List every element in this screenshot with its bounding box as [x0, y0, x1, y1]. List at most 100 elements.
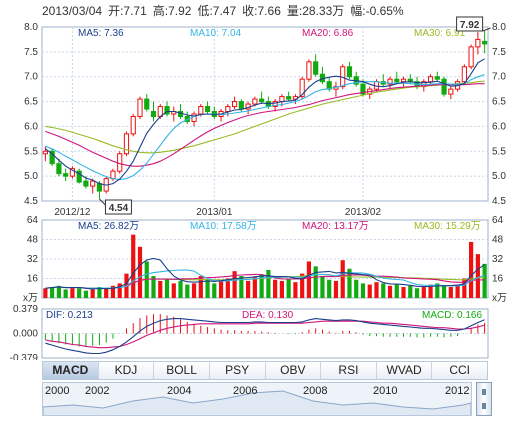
- candle-body: [252, 98, 258, 105]
- timeline-range-handle[interactable]: [476, 382, 492, 416]
- macd-pane: [41, 308, 489, 359]
- candle-body: [360, 83, 366, 95]
- volume-tick-label: 16: [27, 274, 39, 285]
- volume-bar: [428, 284, 433, 298]
- volume-bar: [83, 290, 89, 298]
- tab-macd[interactable]: MACD: [43, 362, 99, 379]
- macd-tick-label: 0.379: [13, 304, 38, 315]
- candle-body: [461, 66, 467, 83]
- price-legend-item: MA20: 6.86: [302, 28, 354, 39]
- volume-bar: [441, 285, 447, 298]
- quote-close: 收:7.66: [242, 4, 281, 18]
- quote-open: 开:7.71: [108, 4, 147, 18]
- tab-kdj[interactable]: KDJ: [99, 362, 155, 379]
- volume-bar: [246, 280, 251, 298]
- candle-body: [42, 150, 48, 155]
- volume-bar: [137, 246, 143, 298]
- volume-tick-label: 32: [27, 254, 39, 265]
- volume-bar: [212, 283, 217, 298]
- price-tick-label-right: 6.0: [492, 121, 506, 132]
- candle-body: [468, 46, 474, 68]
- price-tick-label-right: 7.5: [492, 47, 506, 58]
- candle-body: [482, 40, 488, 45]
- candle-body: [400, 78, 407, 83]
- volume-bar: [218, 280, 224, 298]
- quote-change: 幅:-0.65%: [350, 4, 404, 18]
- max-callout-label: 7.92: [460, 20, 480, 31]
- timeline-navigator[interactable]: 2000 2002 2004 2006 2008 2010 2012: [42, 382, 472, 416]
- tab-obv[interactable]: OBV: [266, 362, 322, 379]
- candle-body: [299, 78, 305, 98]
- macd-legend-item: DEA: 0.130: [242, 310, 294, 321]
- volume-bar: [367, 284, 372, 298]
- date-tick-label: 2012/12: [54, 207, 91, 218]
- tab-rsi[interactable]: RSI: [321, 362, 377, 379]
- volume-bar: [273, 279, 278, 298]
- volume-bar: [421, 287, 426, 298]
- max-callout-line: [482, 27, 491, 32]
- price-tick-label-right: 6.5: [492, 97, 506, 108]
- candle-body: [110, 170, 116, 180]
- price-tick-label: 6.0: [24, 121, 38, 132]
- volume-bar: [232, 271, 237, 298]
- volume-bar: [205, 279, 210, 298]
- quote-summary: 2013/03/04 开:7.71 高:7.92 低:7.47 收:7.66 量:28.3…: [42, 2, 410, 19]
- price-tick-label: 6.5: [24, 97, 38, 108]
- volume-bar: [171, 283, 176, 298]
- price-tick-label: 4.5: [24, 196, 38, 207]
- volume-bar: [164, 278, 170, 298]
- tab-wvad[interactable]: WVAD: [377, 362, 433, 379]
- candle-body: [272, 101, 278, 108]
- volume-tick-label-right: 64: [492, 215, 504, 226]
- volume-tick-label: 48: [27, 235, 39, 246]
- volume-bar: [469, 241, 474, 298]
- volume-bar: [225, 278, 230, 298]
- price-tick-label: 7.0: [24, 72, 38, 83]
- volume-bar: [117, 283, 122, 298]
- candle-body: [231, 101, 238, 108]
- volume-tick-label-right: 16: [492, 274, 504, 285]
- volume-tick-label-right: 32: [492, 254, 504, 265]
- volume-bar: [151, 276, 156, 298]
- volume-bar: [77, 288, 82, 298]
- volume-bar: [158, 280, 163, 298]
- volume-legend-item: MA20: 13.17万: [302, 221, 369, 232]
- timeline-sparkline: [43, 390, 471, 415]
- candle-body: [63, 173, 69, 177]
- price-tick-label: 5.5: [24, 146, 38, 157]
- volume-bar: [90, 289, 95, 298]
- candle-body: [306, 61, 312, 80]
- price-legend-item: MA30: 6.91: [414, 28, 466, 39]
- tab-psy[interactable]: PSY: [210, 362, 266, 379]
- quote-low: 低:7.47: [197, 4, 237, 18]
- volume-tick-label-right: x万: [492, 293, 507, 304]
- volume-bar: [279, 280, 284, 298]
- candle-body: [76, 170, 82, 183]
- candle-body: [150, 111, 157, 117]
- candle-body: [198, 106, 204, 115]
- volume-bar: [286, 278, 291, 298]
- quote-high: 高:7.92: [152, 4, 192, 18]
- volume-tick-label-right: 48: [492, 235, 504, 246]
- volume-bar: [185, 284, 190, 298]
- tab-cci[interactable]: CCI: [449, 363, 471, 377]
- min-callout-line: [99, 198, 106, 206]
- volume-bar: [178, 280, 183, 298]
- volume-bar: [320, 276, 325, 298]
- price-tick-label-right: 7.0: [492, 72, 506, 83]
- volume-bar: [97, 287, 102, 298]
- timeline-year-2012: 2012: [445, 385, 470, 397]
- volume-legend-item: MA30: 15.29万: [414, 221, 481, 232]
- volume-bar: [70, 287, 75, 298]
- volume-bar: [293, 282, 298, 298]
- volume-bar: [313, 266, 318, 298]
- macd-tick-label: 0.000: [13, 329, 38, 340]
- quote-volume: 量:28.33万: [286, 4, 345, 18]
- tab-boll[interactable]: BOLL: [154, 362, 210, 379]
- volume-bar: [381, 283, 386, 298]
- candle-body: [279, 96, 285, 103]
- candle-body: [238, 101, 244, 110]
- volume-bar: [239, 276, 244, 298]
- candle-body: [69, 168, 76, 177]
